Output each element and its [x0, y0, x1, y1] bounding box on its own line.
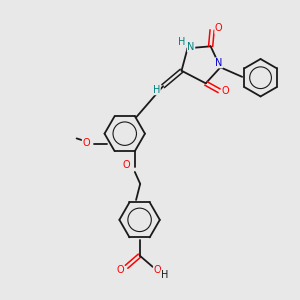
- Text: H: H: [153, 85, 160, 95]
- Text: O: O: [154, 265, 161, 275]
- Text: N: N: [215, 58, 223, 68]
- Text: H: H: [178, 37, 186, 47]
- Text: N: N: [188, 42, 195, 52]
- Text: O: O: [222, 86, 230, 96]
- Text: O: O: [116, 265, 124, 275]
- Text: O: O: [123, 160, 130, 170]
- Text: H: H: [161, 270, 168, 280]
- Text: O: O: [215, 23, 223, 34]
- Text: O: O: [82, 138, 90, 148]
